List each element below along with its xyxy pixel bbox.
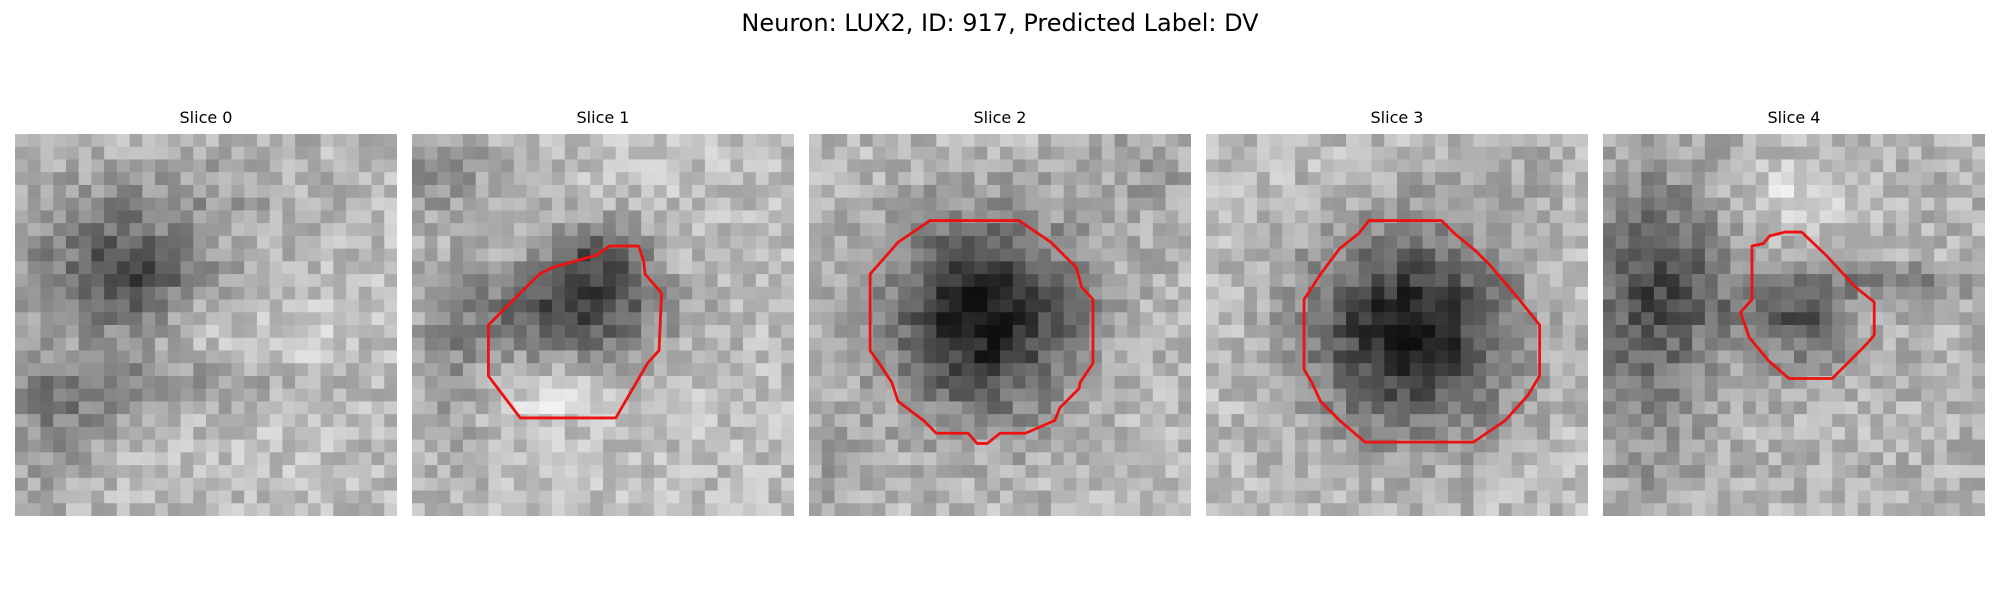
segmentation-contour [486, 244, 663, 420]
slice-panel-3: Slice 3 [1206, 108, 1588, 516]
slice-title: Slice 2 [973, 108, 1027, 127]
slice-panel-4: Slice 4 [1603, 108, 1985, 516]
pixel-grid [15, 134, 397, 516]
figure-title: Neuron: LUX2, ID: 917, Predicted Label: … [741, 9, 1259, 37]
slice-image [809, 134, 1191, 516]
slice-image [1206, 134, 1588, 516]
slice-image [412, 134, 794, 516]
pixel-grid [1603, 134, 1985, 516]
slice-image [15, 134, 397, 516]
slice-title: Slice 4 [1767, 108, 1821, 127]
slice-panel-2: Slice 2 [809, 108, 1191, 516]
slice-title: Slice 0 [179, 108, 233, 127]
slice-title: Slice 1 [576, 108, 630, 127]
slice-title: Slice 3 [1370, 108, 1424, 127]
pixel-grid [809, 134, 1191, 516]
segmentation-contour [1302, 219, 1542, 444]
slice-panel-0: Slice 0 [15, 108, 397, 516]
segmentation-contour [868, 219, 1095, 445]
slice-image [1603, 134, 1985, 516]
segmentation-contour [1739, 230, 1876, 380]
slice-panel-1: Slice 1 [412, 108, 794, 516]
pixel-grid [412, 134, 794, 516]
pixel-grid [1206, 134, 1588, 516]
